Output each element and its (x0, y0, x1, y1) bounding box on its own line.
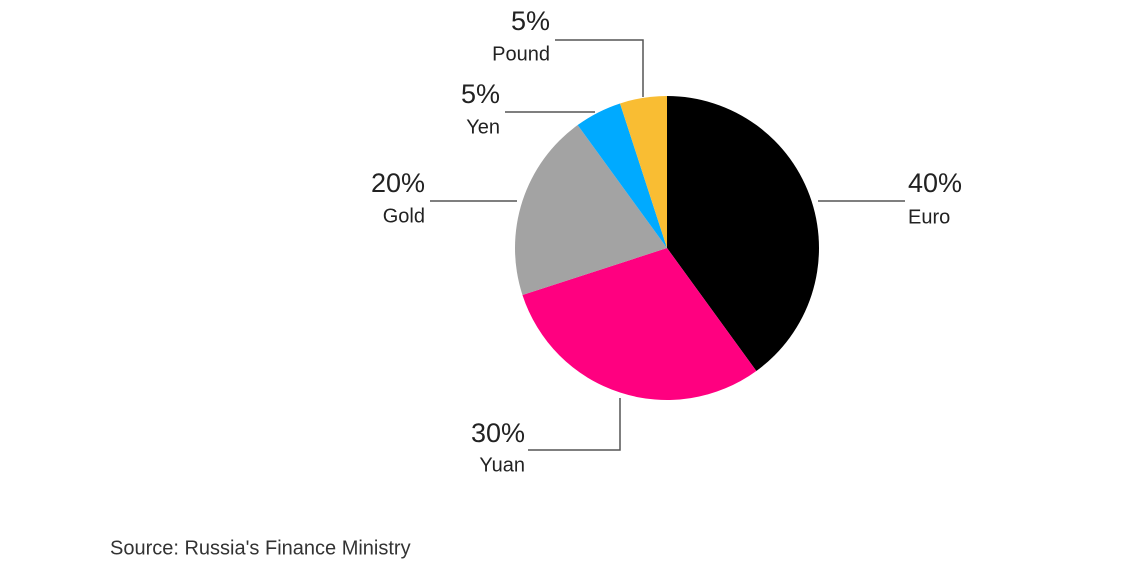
source: Source: Russia's Finance Ministry (110, 537, 411, 559)
value-label: 5% (461, 79, 500, 109)
leader-line (528, 398, 621, 451)
category-label: Yuan (479, 454, 525, 476)
category-label: Pound (492, 43, 550, 65)
pie-slice (577, 103, 667, 248)
category-label: Gold (383, 205, 425, 227)
leader-line (555, 39, 644, 97)
pie-slice (514, 125, 667, 295)
pie-slice (522, 248, 757, 401)
value-label: 20% (371, 168, 425, 198)
value-label: 40% (908, 168, 962, 198)
value-label: 5% (511, 6, 550, 36)
pie-slice (620, 96, 667, 248)
category-label: Euro (908, 206, 950, 228)
category-label: Yen (466, 116, 500, 138)
pie-slice (667, 96, 820, 371)
value-label: 30% (471, 418, 525, 448)
